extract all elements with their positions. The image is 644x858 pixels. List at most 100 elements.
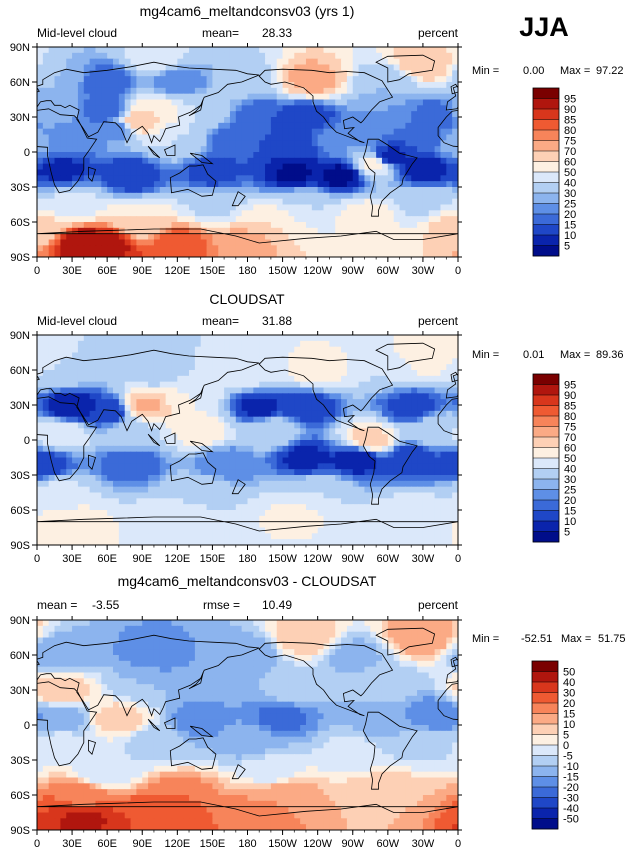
field-cell xyxy=(428,352,436,359)
field-cell xyxy=(189,451,196,459)
field-cell xyxy=(434,198,442,206)
field-cell xyxy=(148,187,155,194)
field-cell xyxy=(329,140,336,147)
field-cell xyxy=(294,416,301,424)
field-cell xyxy=(194,233,202,241)
field-cell xyxy=(428,140,436,147)
field-cell xyxy=(411,335,418,342)
season-label: JJA xyxy=(519,12,569,42)
field-cell xyxy=(370,64,377,71)
field-cell xyxy=(200,76,208,83)
field-cell xyxy=(48,504,56,511)
field-cell xyxy=(206,216,214,223)
field-cell xyxy=(229,210,237,217)
field-cell xyxy=(270,64,278,71)
field-cell xyxy=(317,93,325,101)
field-cell xyxy=(253,340,260,348)
field-cell xyxy=(48,358,56,365)
field-cell xyxy=(294,111,301,118)
field-cell xyxy=(405,192,412,200)
field-cell xyxy=(83,358,91,365)
field-cell xyxy=(376,393,383,400)
field-cell xyxy=(48,364,56,371)
field-cell xyxy=(107,416,114,424)
field-cell xyxy=(136,375,143,383)
field-cell xyxy=(200,146,208,153)
x-tick-label: 60E xyxy=(97,265,117,277)
field-cell xyxy=(417,128,424,136)
field-cell xyxy=(276,140,284,147)
field-cell xyxy=(381,492,389,499)
field-cell xyxy=(358,122,366,130)
field-cell xyxy=(118,358,126,365)
field-cell xyxy=(124,352,132,359)
field-cell xyxy=(411,498,418,505)
field-cell xyxy=(212,352,219,359)
field-cell xyxy=(241,117,249,124)
field-cell xyxy=(335,204,342,211)
field-cell xyxy=(235,358,243,365)
field-cell xyxy=(276,416,284,424)
field-cell xyxy=(66,47,73,54)
field-cell xyxy=(335,475,342,482)
field-cell xyxy=(229,198,237,206)
field-cell xyxy=(265,422,272,429)
field-cell xyxy=(42,416,50,424)
field-cell xyxy=(177,440,184,447)
field-cell xyxy=(130,52,138,60)
field-cell xyxy=(212,222,219,229)
field-cell xyxy=(171,445,178,453)
field-cell xyxy=(370,399,377,406)
field-cell xyxy=(101,192,108,200)
field-cell xyxy=(241,352,249,359)
field-cell xyxy=(60,504,67,511)
field-cell xyxy=(422,134,430,141)
field-cell xyxy=(358,457,366,464)
field-cell xyxy=(113,340,120,348)
field-cell xyxy=(346,445,354,453)
field-cell xyxy=(446,445,453,453)
field-cell xyxy=(183,486,190,494)
field-cell xyxy=(107,140,114,147)
field-cell xyxy=(37,187,44,194)
field-cell xyxy=(335,346,342,354)
field-cell xyxy=(171,393,178,400)
field-cell xyxy=(77,192,85,200)
field-cell xyxy=(411,146,418,153)
field-cell xyxy=(241,169,249,176)
field-cell xyxy=(42,352,50,359)
field-cell xyxy=(346,370,354,377)
field-cell xyxy=(253,76,260,83)
field-cell xyxy=(241,175,249,182)
field-cell xyxy=(305,152,313,159)
field-cell xyxy=(270,175,278,182)
field-cell xyxy=(276,410,284,418)
field-cell xyxy=(218,222,225,229)
field-cell xyxy=(235,117,243,124)
field-cell xyxy=(358,416,366,424)
field-cell xyxy=(159,105,167,112)
field-cell xyxy=(317,140,325,147)
field-cell xyxy=(247,428,254,435)
field-cell xyxy=(428,457,436,464)
field-cell xyxy=(206,393,214,400)
field-cell xyxy=(200,187,208,194)
field-cell xyxy=(265,251,272,257)
field-cell xyxy=(329,422,336,429)
field-cell xyxy=(171,358,178,365)
field-cell xyxy=(89,346,97,354)
field-cell xyxy=(376,181,383,188)
field-cell xyxy=(60,469,67,476)
field-cell xyxy=(358,393,366,400)
field-cell xyxy=(241,122,249,130)
field-cell xyxy=(60,480,67,488)
field-cell xyxy=(323,70,330,77)
field-cell xyxy=(452,117,458,124)
field-cell xyxy=(130,187,138,194)
field-cell xyxy=(83,251,91,257)
field-cell xyxy=(148,451,155,459)
field-cell xyxy=(317,375,325,383)
field-cell xyxy=(224,352,231,359)
field-cell xyxy=(130,393,138,400)
field-cell xyxy=(200,169,208,176)
